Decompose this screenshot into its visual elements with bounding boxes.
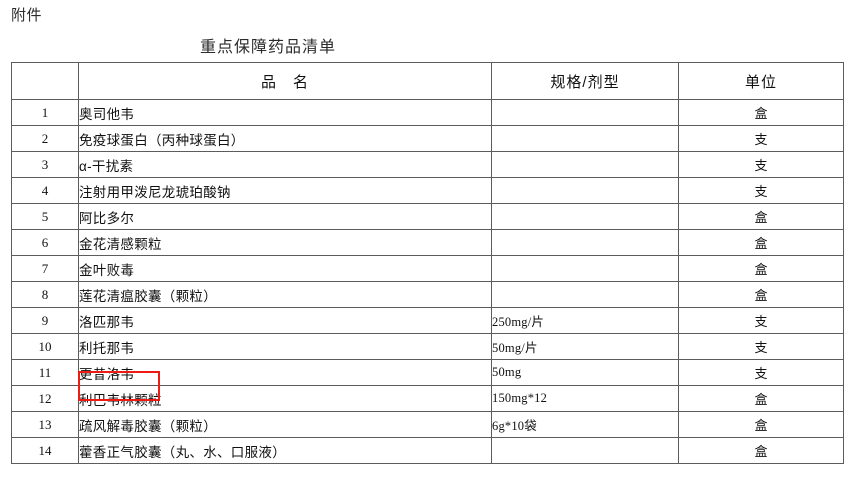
cell-drug-name: 阿比多尔 [78,203,492,230]
table-row: 7 金叶败毒 盒 [11,255,844,282]
table-row: 13 疏风解毒胶囊（颗粒） 6g*10袋盒 [11,411,844,438]
cell-unit: 盒 [678,203,844,230]
cell-specification [491,281,679,308]
cell-index: 12 [11,385,79,412]
cell-unit: 支 [678,125,844,152]
table-row: 3 α-干扰素 支 [11,151,844,178]
table-row: 11 更昔洛韦 50mg 支 [11,359,844,386]
cell-index: 11 [11,359,79,386]
cell-drug-name: 利托那韦 [78,333,492,360]
cell-drug-name: 金叶败毒 [78,255,492,282]
table-row: 1 奥司他韦 盒 [11,99,844,126]
table-body: 1 奥司他韦盒 2 免疫球蛋白（丙种球蛋白）支 3 α-干扰素支 4 注射用甲泼尼龙琥珀酸钠支… [11,99,844,464]
table-row: 5 阿比多尔 盒 [11,203,844,230]
cell-unit: 支 [678,359,844,386]
cell-unit: 支 [678,151,844,178]
cell-specification [491,203,679,230]
column-header-name: 品 名 [78,62,492,100]
cell-unit: 盒 [678,437,844,464]
cell-drug-name: α-干扰素 [78,151,492,178]
cell-unit: 支 [678,307,844,334]
cell-index: 3 [11,151,79,178]
column-header-unit: 单位 [678,62,844,100]
cell-drug-name: 注射用甲泼尼龙琥珀酸钠 [78,177,492,204]
cell-index: 5 [11,203,79,230]
cell-specification [491,255,679,282]
table-row: 2 免疫球蛋白（丙种球蛋白） 支 [11,125,844,152]
cell-index: 2 [11,125,79,152]
cell-unit: 盒 [678,411,844,438]
attachment-label: 附件 [11,7,43,24]
cell-unit: 支 [678,177,844,204]
cell-index: 13 [11,411,79,438]
cell-index: 14 [11,437,79,464]
table-row: 12 利巴韦林颗粒 150mg*12 盒 [11,385,844,412]
cell-specification: 6g*10袋 [491,411,679,438]
cell-drug-name: 疏风解毒胶囊（颗粒） [78,411,492,438]
cell-drug-name: 奥司他韦 [78,99,492,126]
column-header-name-label: 品 名 [260,73,309,91]
cell-index: 8 [11,281,79,308]
cell-specification [491,99,679,126]
table-row: 10 利托那韦 50mg/片支 [11,333,844,360]
drug-list-table-container: 品 名 规格/剂型 单位 1 奥司他韦盒 2 免疫球蛋白（丙种球蛋白）支 3 α-干扰素支… [11,62,844,464]
cell-index: 10 [11,333,79,360]
table-row: 8 莲花清瘟胶囊（颗粒） 盒 [11,281,844,308]
cell-specification: 250mg/片 [491,307,679,334]
cell-specification [491,177,679,204]
column-header-spec: 规格/剂型 [491,62,679,100]
cell-unit: 盒 [678,99,844,126]
cell-unit: 盒 [678,281,844,308]
cell-index: 6 [11,229,79,256]
page-title: 重点保障药品清单 [200,39,337,56]
cell-unit: 支 [678,333,844,360]
cell-drug-name: 洛匹那韦 [78,307,492,334]
table-row: 6 金花清感颗粒 盒 [11,229,844,256]
column-header-index [11,62,79,100]
cell-unit: 盒 [678,385,844,412]
cell-index: 1 [11,99,79,126]
cell-index: 9 [11,307,79,334]
cell-unit: 盒 [678,229,844,256]
table-row: 14 藿香正气胶囊（丸、水、口服液） 盒 [11,437,844,464]
cell-specification: 50mg [491,359,679,386]
cell-specification [491,437,679,464]
cell-specification [491,229,679,256]
cell-specification: 50mg/片 [491,333,679,360]
cell-drug-name: 免疫球蛋白（丙种球蛋白） [78,125,492,152]
cell-drug-name: 金花清感颗粒 [78,229,492,256]
cell-index: 4 [11,177,79,204]
table-row: 4 注射用甲泼尼龙琥珀酸钠 支 [11,177,844,204]
cell-specification: 150mg*12 [491,385,679,412]
cell-drug-name: 藿香正气胶囊（丸、水、口服液） [78,437,492,464]
drug-list-table: 品 名 规格/剂型 单位 1 奥司他韦盒 2 免疫球蛋白（丙种球蛋白）支 3 α-干扰素支… [11,62,844,464]
cell-index: 7 [11,255,79,282]
cell-specification [491,151,679,178]
table-header: 品 名 规格/剂型 单位 [11,62,844,100]
cell-drug-name: 更昔洛韦 [78,359,492,386]
cell-drug-name: 莲花清瘟胶囊（颗粒） [78,281,492,308]
cell-unit: 盒 [678,255,844,282]
table-header-row: 品 名 规格/剂型 单位 [11,62,844,100]
cell-drug-name: 利巴韦林颗粒 [78,385,492,412]
cell-specification [491,125,679,152]
table-row: 9 洛匹那韦 250mg/片支 [11,307,844,334]
